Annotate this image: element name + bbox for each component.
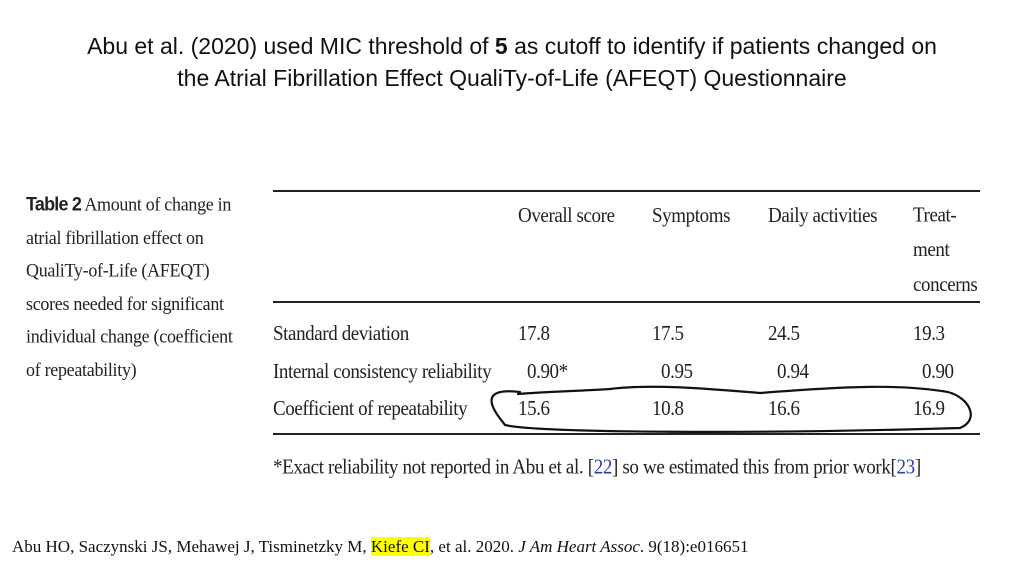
- citation-authors: Abu HO, Saczynski JS, Mehawej J, Tismine…: [12, 537, 371, 556]
- table-header-rule: [273, 301, 980, 303]
- title-text-start: Abu et al. (2020) used MIC threshold of: [87, 33, 495, 59]
- row-label-repeatability: Coefficient of repeatability: [273, 397, 468, 421]
- citation-details: . 9(18):e016651: [639, 537, 749, 556]
- row-label-reliability: Internal consistency reliability: [273, 360, 492, 384]
- col-header-symptoms: Symptoms: [652, 204, 731, 228]
- cell-sd-overall: 17.8: [518, 322, 550, 346]
- table-number: Table 2: [26, 193, 82, 215]
- cell-cor-symptoms: 10.8: [652, 397, 684, 421]
- footnote-text-start: *Exact reliability not reported in Abu e…: [273, 456, 594, 480]
- highlighted-author: Kiefe CI: [370, 537, 430, 556]
- title-text-end: as cutoff to identify if patients change…: [507, 33, 937, 59]
- cell-cor-daily: 16.6: [768, 397, 800, 421]
- cell-rel-daily: 0.94: [777, 360, 809, 384]
- table-footnote: *Exact reliability not reported in Abu e…: [273, 456, 921, 480]
- cell-cor-overall: 15.6: [518, 397, 550, 421]
- table-caption-text: Amount of change in atrial fibrillation …: [26, 193, 233, 380]
- threshold-value: 5: [494, 33, 508, 59]
- footnote-text-end: ]: [914, 456, 921, 480]
- circle-stroke: [490, 385, 972, 433]
- cell-cor-treatment: 16.9: [913, 397, 945, 421]
- reference-link-23[interactable]: 23: [896, 456, 916, 480]
- table-bottom-rule: [273, 433, 980, 435]
- cell-rel-overall: 0.90*: [527, 360, 568, 384]
- citation-year: , et al. 2020.: [429, 537, 519, 556]
- cell-rel-treatment: 0.90: [922, 360, 954, 384]
- title-line-1: Abu et al. (2020) used MIC threshold of …: [0, 30, 1024, 62]
- table-caption: Table 2 Amount of change in atrial fibri…: [26, 188, 251, 386]
- footnote-text-middle: ] so we estimated this from prior work[: [612, 456, 897, 480]
- citation-journal: J Am Heart Assoc: [518, 537, 640, 556]
- col-header-treatment: Treat- ment concerns: [913, 203, 978, 297]
- slide-title: Abu et al. (2020) used MIC threshold of …: [0, 30, 1024, 94]
- row-label-sd: Standard deviation: [273, 322, 409, 346]
- source-citation: Abu HO, Saczynski JS, Mehawej J, Tismine…: [12, 537, 748, 557]
- col-header-daily: Daily activities: [768, 204, 878, 228]
- title-line-2: the Atrial Fibrillation Effect QualiTy-o…: [177, 65, 847, 91]
- cell-sd-treatment: 19.3: [913, 322, 945, 346]
- cell-sd-symptoms: 17.5: [652, 322, 684, 346]
- col-header-overall: Overall score: [518, 204, 615, 228]
- cell-rel-symptoms: 0.95: [661, 360, 693, 384]
- table-top-rule: [273, 190, 980, 192]
- reference-link-22[interactable]: 22: [593, 456, 613, 480]
- cell-sd-daily: 24.5: [768, 322, 800, 346]
